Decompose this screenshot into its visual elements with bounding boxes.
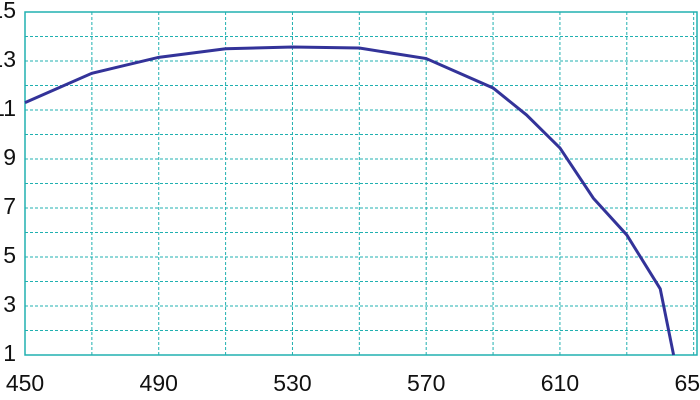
y-tick-label: 7 [3, 193, 16, 219]
x-tick-label: 450 [6, 370, 44, 396]
y-tick-label: 9 [3, 144, 16, 170]
y-tick-label: 13 [0, 46, 16, 72]
x-tick-label: 490 [140, 370, 178, 396]
x-tick-label: 610 [541, 370, 579, 396]
x-tick-label: 530 [273, 370, 311, 396]
y-tick-label: 5 [3, 242, 16, 268]
y-tick-label: 1 [3, 340, 16, 366]
y-tick-label: 3 [3, 291, 16, 317]
y-tick-label: 15 [0, 0, 16, 23]
x-tick-label: 570 [407, 370, 445, 396]
y-tick-label: 11 [0, 95, 16, 121]
x-tick-label: 650 [674, 370, 700, 396]
line-series [24, 45, 676, 356]
